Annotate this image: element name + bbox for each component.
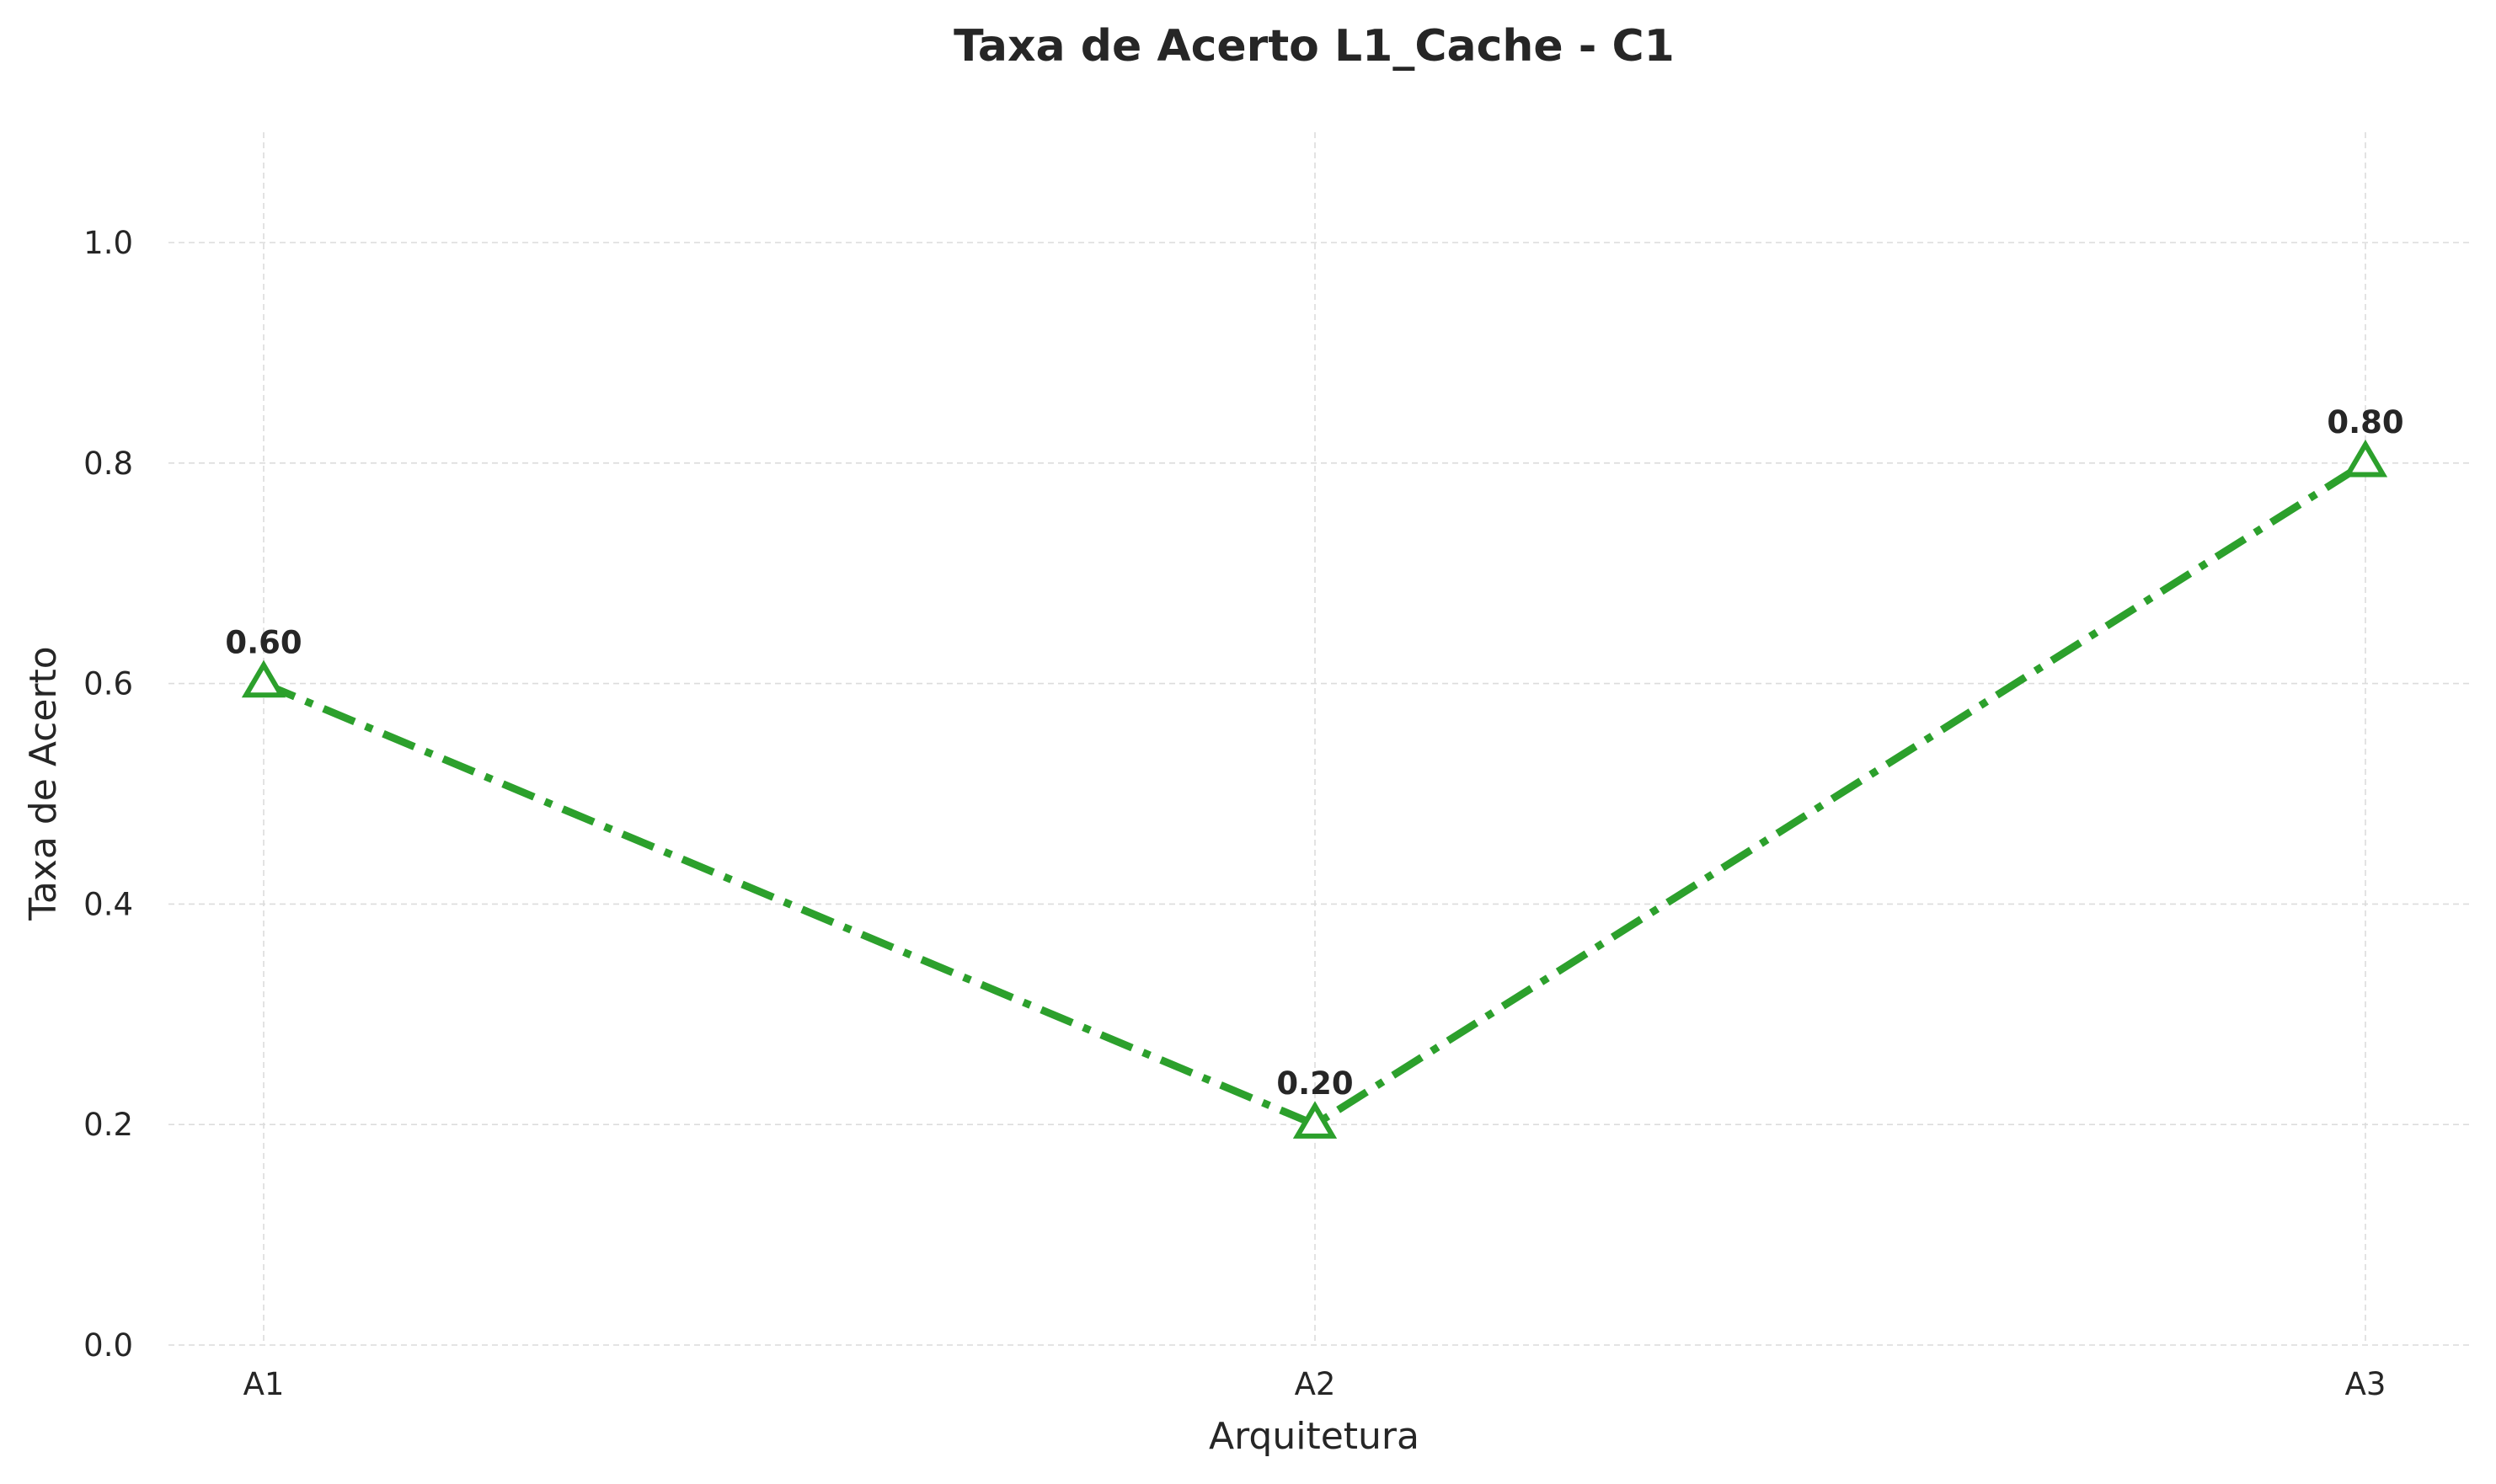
y-tick-label: 0.4: [83, 886, 133, 922]
grid: [168, 132, 2472, 1346]
x-tick-label: A2: [1295, 1366, 1336, 1402]
data-label: 0.60: [225, 625, 302, 661]
series-line: [262, 459, 2368, 1129]
y-axis-label: Taxa de Acerto: [22, 646, 65, 921]
data-point-marker: [1292, 1101, 1338, 1139]
data-label: 0.80: [2327, 404, 2403, 440]
x-tick-label: A1: [243, 1366, 285, 1402]
series-line-group: [262, 459, 2368, 1129]
y-tick-label: 0.0: [83, 1327, 133, 1364]
data-point-marker: [241, 659, 286, 698]
data-point-marker: [2343, 439, 2388, 478]
y-tick-label: 1.0: [83, 225, 133, 261]
x-tick-label: A3: [2345, 1366, 2386, 1402]
y-tick-label: 0.6: [83, 666, 133, 702]
x-axis-label: Arquitetura: [1209, 1415, 1419, 1458]
chart-title: Taxa de Acerto L1_Cache - C1: [954, 21, 1675, 72]
marker-group: [241, 439, 2388, 1139]
y-tick-label: 0.2: [83, 1107, 133, 1143]
data-label-group: 0.60 0.20 0.80: [225, 404, 2403, 1102]
tick-label-group: 0.0 0.2 0.4 0.6 0.8 1.0 A1 A2 A3: [83, 225, 2386, 1402]
data-label: 0.20: [1276, 1065, 1353, 1102]
y-tick-label: 0.8: [83, 446, 133, 482]
